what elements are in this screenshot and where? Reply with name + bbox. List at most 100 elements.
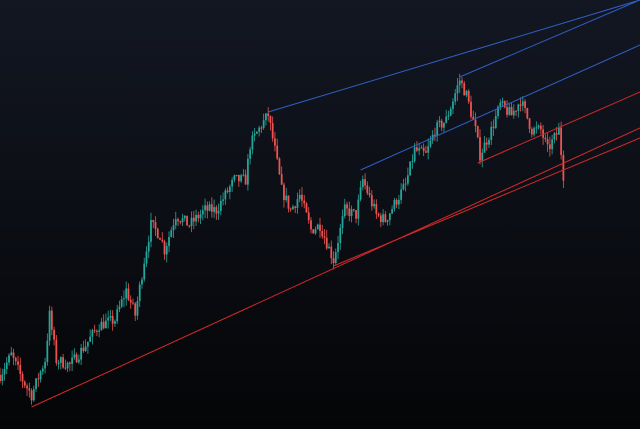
candle: [44, 357, 46, 374]
candle: [138, 281, 141, 307]
candle: [447, 110, 450, 121]
candle: [355, 209, 357, 224]
candle-body: [213, 207, 215, 212]
candle: [46, 333, 49, 366]
candle-body: [413, 147, 416, 162]
candle-body: [107, 317, 110, 321]
candle-body: [492, 126, 495, 128]
candle-body: [474, 119, 477, 127]
candle-body: [5, 362, 8, 370]
candle: [190, 211, 193, 233]
candle: [364, 173, 366, 190]
candle: [134, 302, 137, 321]
candle-body: [206, 205, 209, 211]
candle-body: [172, 225, 175, 231]
candle: [156, 227, 159, 239]
candle-body: [483, 142, 486, 153]
candle: [35, 377, 37, 392]
candle-body: [260, 127, 263, 129]
candle: [57, 359, 60, 370]
candle: [483, 136, 486, 153]
candle: [269, 115, 272, 131]
trendline-red[interactable]: [31, 127, 640, 408]
candle-body: [123, 298, 125, 300]
candle-body: [557, 127, 560, 135]
candle: [278, 157, 281, 176]
candle-body: [177, 219, 179, 222]
candle: [37, 373, 40, 387]
candle-body: [233, 175, 236, 180]
candle: [310, 217, 312, 234]
candle-body: [165, 246, 168, 255]
candle: [560, 121, 563, 160]
trendline-red[interactable]: [477, 91, 640, 164]
trendline-blue[interactable]: [268, 0, 640, 113]
candle: [481, 148, 484, 168]
candle-body: [210, 204, 213, 212]
candle-body: [129, 299, 132, 303]
candle: [231, 177, 234, 192]
candle-body: [154, 221, 157, 229]
candle-body: [48, 310, 51, 341]
candle: [332, 251, 335, 270]
candle: [75, 352, 78, 363]
candle-body: [537, 125, 540, 128]
candle: [501, 97, 504, 108]
candle-body: [485, 142, 488, 145]
candle: [222, 192, 224, 206]
candle-body: [294, 206, 297, 208]
candle: [197, 211, 200, 223]
candle-body: [488, 139, 490, 145]
candle-body: [494, 116, 497, 128]
candle: [526, 107, 529, 120]
candle-body: [204, 205, 206, 211]
candle-body: [37, 378, 40, 380]
candle: [494, 110, 497, 130]
candle: [449, 106, 452, 117]
candle-body: [506, 107, 508, 115]
candle-body: [14, 357, 17, 362]
candle-body: [481, 152, 484, 161]
candle: [298, 189, 301, 203]
candle: [136, 296, 139, 320]
candle: [506, 100, 508, 118]
candle-body: [77, 359, 80, 363]
candle: [145, 246, 148, 268]
candle-body: [314, 229, 317, 234]
candle: [497, 105, 499, 119]
candle-body: [267, 113, 270, 117]
candle-body: [1, 374, 4, 381]
candle: [524, 99, 526, 114]
candle-body: [508, 107, 511, 115]
candle-body: [237, 174, 240, 182]
candle-body: [393, 199, 396, 210]
candle-body: [163, 241, 166, 255]
candle-body: [379, 215, 382, 223]
candle-body: [50, 310, 53, 330]
candle-body: [458, 80, 461, 86]
candle: [262, 113, 265, 130]
candle-body: [32, 389, 35, 401]
trendline-blue[interactable]: [459, 0, 640, 78]
candle-body: [10, 352, 13, 356]
candle: [174, 211, 177, 230]
candle: [445, 109, 448, 124]
candle-body: [316, 224, 319, 230]
candle: [382, 209, 384, 226]
candle-body: [350, 209, 353, 217]
trendline-blue[interactable]: [360, 44, 640, 171]
candle-body: [249, 149, 252, 159]
candle-body: [217, 211, 220, 214]
candle: [192, 210, 195, 230]
candle-body: [312, 229, 315, 234]
candle-body: [21, 374, 24, 382]
candle-body: [145, 251, 148, 264]
candle-body: [368, 193, 371, 196]
candle-body: [276, 145, 279, 159]
candle-body: [515, 110, 517, 112]
candle: [341, 209, 344, 234]
candle: [319, 217, 321, 238]
trendline-red[interactable]: [333, 137, 640, 267]
candle-body: [440, 120, 443, 128]
candle: [429, 135, 432, 149]
